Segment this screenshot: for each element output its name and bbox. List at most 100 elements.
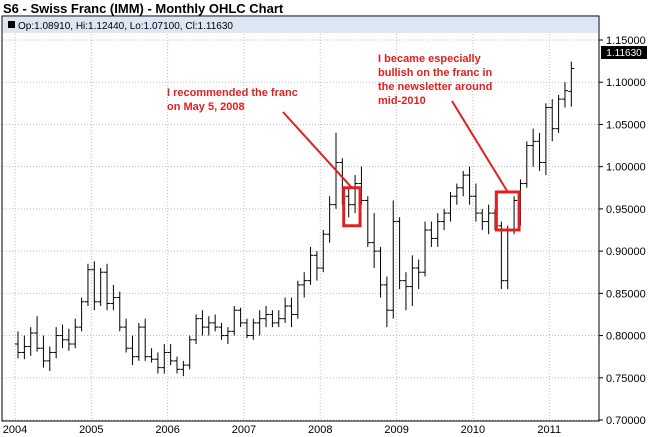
x-axis-ticks: 2004 2005 2006 2007 2008 2009 2010 2011 — [3, 424, 561, 436]
chart-title: S6 - Swiss Franc (IMM) - Monthly OHLC Ch… — [3, 1, 284, 16]
ohlc-bar — [301, 272, 308, 298]
ohlc-marker-icon — [8, 21, 15, 28]
ohlc-bar — [34, 316, 41, 352]
ohlc-bar — [269, 310, 276, 328]
ohlc-bar — [428, 221, 435, 247]
ohlc-bar — [434, 213, 441, 247]
ohlc-bar — [371, 213, 378, 268]
ohlc-bar — [441, 208, 448, 230]
x-tick-label: 2004 — [3, 424, 27, 436]
ohlc-bar — [78, 297, 85, 332]
ohlc-bar — [530, 128, 537, 167]
ohlc-bar — [46, 346, 53, 372]
annotation-1-arrow — [282, 111, 353, 189]
ohlc-bar — [396, 217, 403, 290]
x-tick-label: 2005 — [79, 424, 103, 436]
y-tick-label: 0.80000 — [606, 331, 646, 343]
ohlc-bar — [180, 360, 187, 377]
ohlc-bar — [116, 291, 123, 332]
ohlc-bar — [205, 316, 212, 336]
ohlc-bar — [243, 318, 250, 339]
ohlc-bar — [263, 306, 270, 328]
ohlc-bar — [154, 352, 161, 374]
x-tick-label: 2011 — [537, 424, 561, 436]
ohlc-bar — [27, 327, 34, 356]
ohlc-bar — [383, 276, 390, 328]
ohlc-bar — [326, 196, 333, 243]
y-tick-label: 1.05000 — [606, 119, 646, 131]
last-price-label: 1.11630 — [606, 48, 642, 59]
ohlc-bar — [275, 310, 282, 328]
ohlc-bar — [345, 187, 352, 218]
last-price-tag-bg — [601, 46, 647, 59]
x-tick-label: 2009 — [384, 424, 408, 436]
ohlc-bar — [466, 166, 473, 205]
ohlc-bar — [549, 99, 556, 142]
plot-frame — [1, 15, 600, 422]
ohlc-bar — [97, 268, 104, 306]
ohlc-bar — [320, 230, 327, 273]
ohlc-bar — [294, 280, 301, 319]
y-tick-label: 1.00000 — [606, 162, 646, 174]
ohlc-bar — [415, 259, 422, 290]
ohlc-bar — [84, 263, 91, 306]
ohlc-bar — [110, 284, 117, 311]
ohlc-bar — [199, 310, 206, 336]
ohlc-bar — [307, 246, 314, 285]
y-tick-label: 0.75000 — [606, 373, 646, 385]
ohlc-bar — [174, 356, 180, 374]
ohlc-bar — [40, 335, 47, 368]
ohlc-bar — [59, 324, 66, 349]
ohlc-bar — [498, 221, 505, 290]
ohlc-bar — [460, 170, 467, 197]
grid-lines — [3, 34, 598, 421]
ohlc-bar — [186, 335, 193, 370]
annotation-2-box — [494, 190, 521, 232]
ohlc-bar — [536, 132, 543, 171]
y-tick-label: 0.70000 — [606, 415, 646, 427]
ohlc-bar — [479, 208, 486, 230]
ohlc-bar — [212, 314, 219, 332]
annotation-1-box — [342, 186, 362, 228]
ohlc-bar — [288, 297, 295, 328]
ohlc-bar — [352, 175, 359, 214]
last-price-tag: 1.11630 — [601, 46, 647, 59]
ohlc-bar — [224, 327, 231, 344]
ohlc-bar — [129, 335, 136, 366]
ohlc-bar — [313, 251, 320, 281]
annotations: I recommended the franc on May 5, 2008 I… — [167, 53, 521, 232]
ohlc-bar — [485, 204, 492, 235]
ohlc-bar — [364, 196, 371, 247]
ohlc-bar — [402, 272, 409, 311]
ohlc-bar — [142, 318, 149, 361]
ohlc-bar — [15, 331, 21, 359]
ohlc-bar — [561, 82, 568, 108]
ohlc-bar — [123, 318, 130, 353]
y-axis-ticks: 0.70000 0.75000 0.80000 0.85000 0.90000 0.950… — [599, 35, 646, 427]
ohlc-bar — [53, 327, 60, 359]
ohlc-values-label: Op:1.08910, Hi:1.12440, Lo:1.07100, Cl:1… — [18, 21, 233, 32]
x-tick-label: 2007 — [232, 424, 256, 436]
x-tick-label: 2008 — [308, 424, 332, 436]
ohlc-bar — [231, 306, 238, 336]
ohlc-header-band — [3, 17, 598, 33]
ohlc-bar — [250, 318, 257, 340]
ohlc-bar — [91, 261, 98, 311]
ohlc-bar — [218, 322, 225, 340]
y-tick-label: 0.85000 — [606, 288, 646, 300]
ohlc-bar — [409, 255, 416, 306]
ohlc-bar — [148, 348, 155, 363]
ohlc-bar — [447, 192, 454, 222]
ohlc-bar — [453, 183, 460, 205]
ohlc-bar — [161, 344, 168, 374]
ohlc-bar — [135, 322, 142, 361]
ohlc-bar — [256, 310, 263, 336]
annotation-1-text: I recommended the franc on May 5, 2008 — [167, 87, 301, 113]
y-tick-label: 0.95000 — [606, 204, 646, 216]
x-tick-label: 2006 — [155, 424, 179, 436]
annotation-2-text: I became especially bullish on the franc… — [378, 53, 495, 107]
ohlc-bar — [21, 335, 28, 360]
ohlc-bar — [472, 183, 479, 222]
ohlc-bar — [237, 307, 244, 328]
ohlc-bar — [523, 141, 530, 188]
